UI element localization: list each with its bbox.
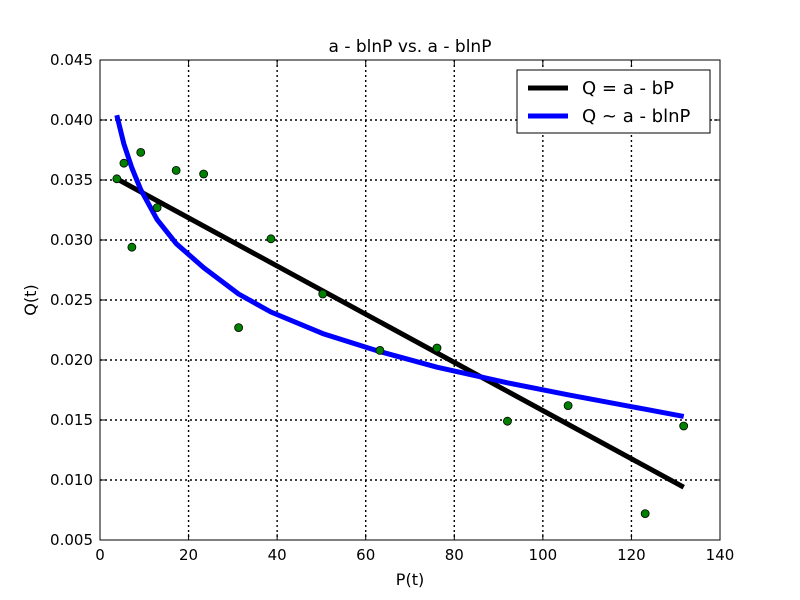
scatter-points [112,147,689,518]
legend-label-linear: Q = a - bP [582,78,674,99]
y-tick-label: 0.035 [50,171,93,189]
series-line-log-fit [114,114,685,419]
chart-title: a - blnP vs. a - blnP [329,37,492,57]
data-point [136,147,146,157]
data-point [234,323,244,333]
data-point [432,343,442,353]
y-tick-label: 0.010 [50,471,93,489]
x-tick-label: 0 [95,546,105,564]
y-tick-label: 0.005 [50,531,93,549]
data-point [563,401,573,411]
y-tick-label: 0.020 [50,351,93,369]
y-tick-label: 0.030 [50,231,93,249]
x-tick-label: 20 [179,546,198,564]
y-axis-title: Q(t) [21,284,40,315]
y-tick-label: 0.045 [50,51,93,69]
legend-label-log: Q ~ a - blnP [582,106,690,127]
data-point [127,242,137,252]
data-point [152,203,162,213]
series-lines [114,114,685,490]
x-tick-label: 100 [529,546,558,564]
x-axis-title: P(t) [396,570,424,589]
axis-ticks [99,59,721,541]
data-point [503,416,512,426]
data-point [112,174,122,184]
x-tick-label: 120 [617,546,646,564]
data-point [266,234,276,244]
data-point [171,165,181,175]
series-line-linear-fit [115,176,685,490]
plot-area [99,59,721,541]
data-point [318,289,328,299]
data-point [375,345,385,355]
data-point [679,421,689,431]
y-tick-label: 0.015 [50,411,93,429]
y-tick-label: 0.040 [50,111,93,129]
y-tick-label: 0.025 [50,291,93,309]
data-point [199,169,209,179]
data-point [119,158,129,168]
data-point [640,509,650,518]
y-tick-labels: 0.005 0.010 0.015 0.020 0.025 0.030 0.035 0.040… [50,51,93,549]
x-tick-label: 60 [356,546,375,564]
x-tick-label: 80 [445,546,464,564]
legend: Q = a - bP Q ~ a - blnP [516,69,711,134]
legend-box [516,69,711,134]
x-tick-labels: 0 20 40 60 80 100 120 140 [95,546,734,564]
x-tick-label: 140 [706,546,735,564]
x-tick-label: 40 [268,546,287,564]
